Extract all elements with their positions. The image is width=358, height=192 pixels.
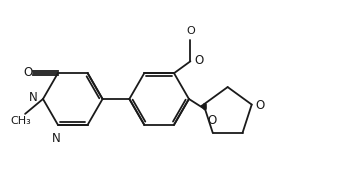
Text: N: N bbox=[29, 91, 38, 104]
Text: O: O bbox=[207, 114, 217, 127]
Text: N: N bbox=[52, 132, 60, 145]
Text: O: O bbox=[256, 99, 265, 112]
Text: CH₃: CH₃ bbox=[11, 116, 32, 126]
Text: O: O bbox=[186, 26, 195, 36]
Text: O: O bbox=[194, 54, 204, 67]
Text: O: O bbox=[23, 66, 32, 79]
